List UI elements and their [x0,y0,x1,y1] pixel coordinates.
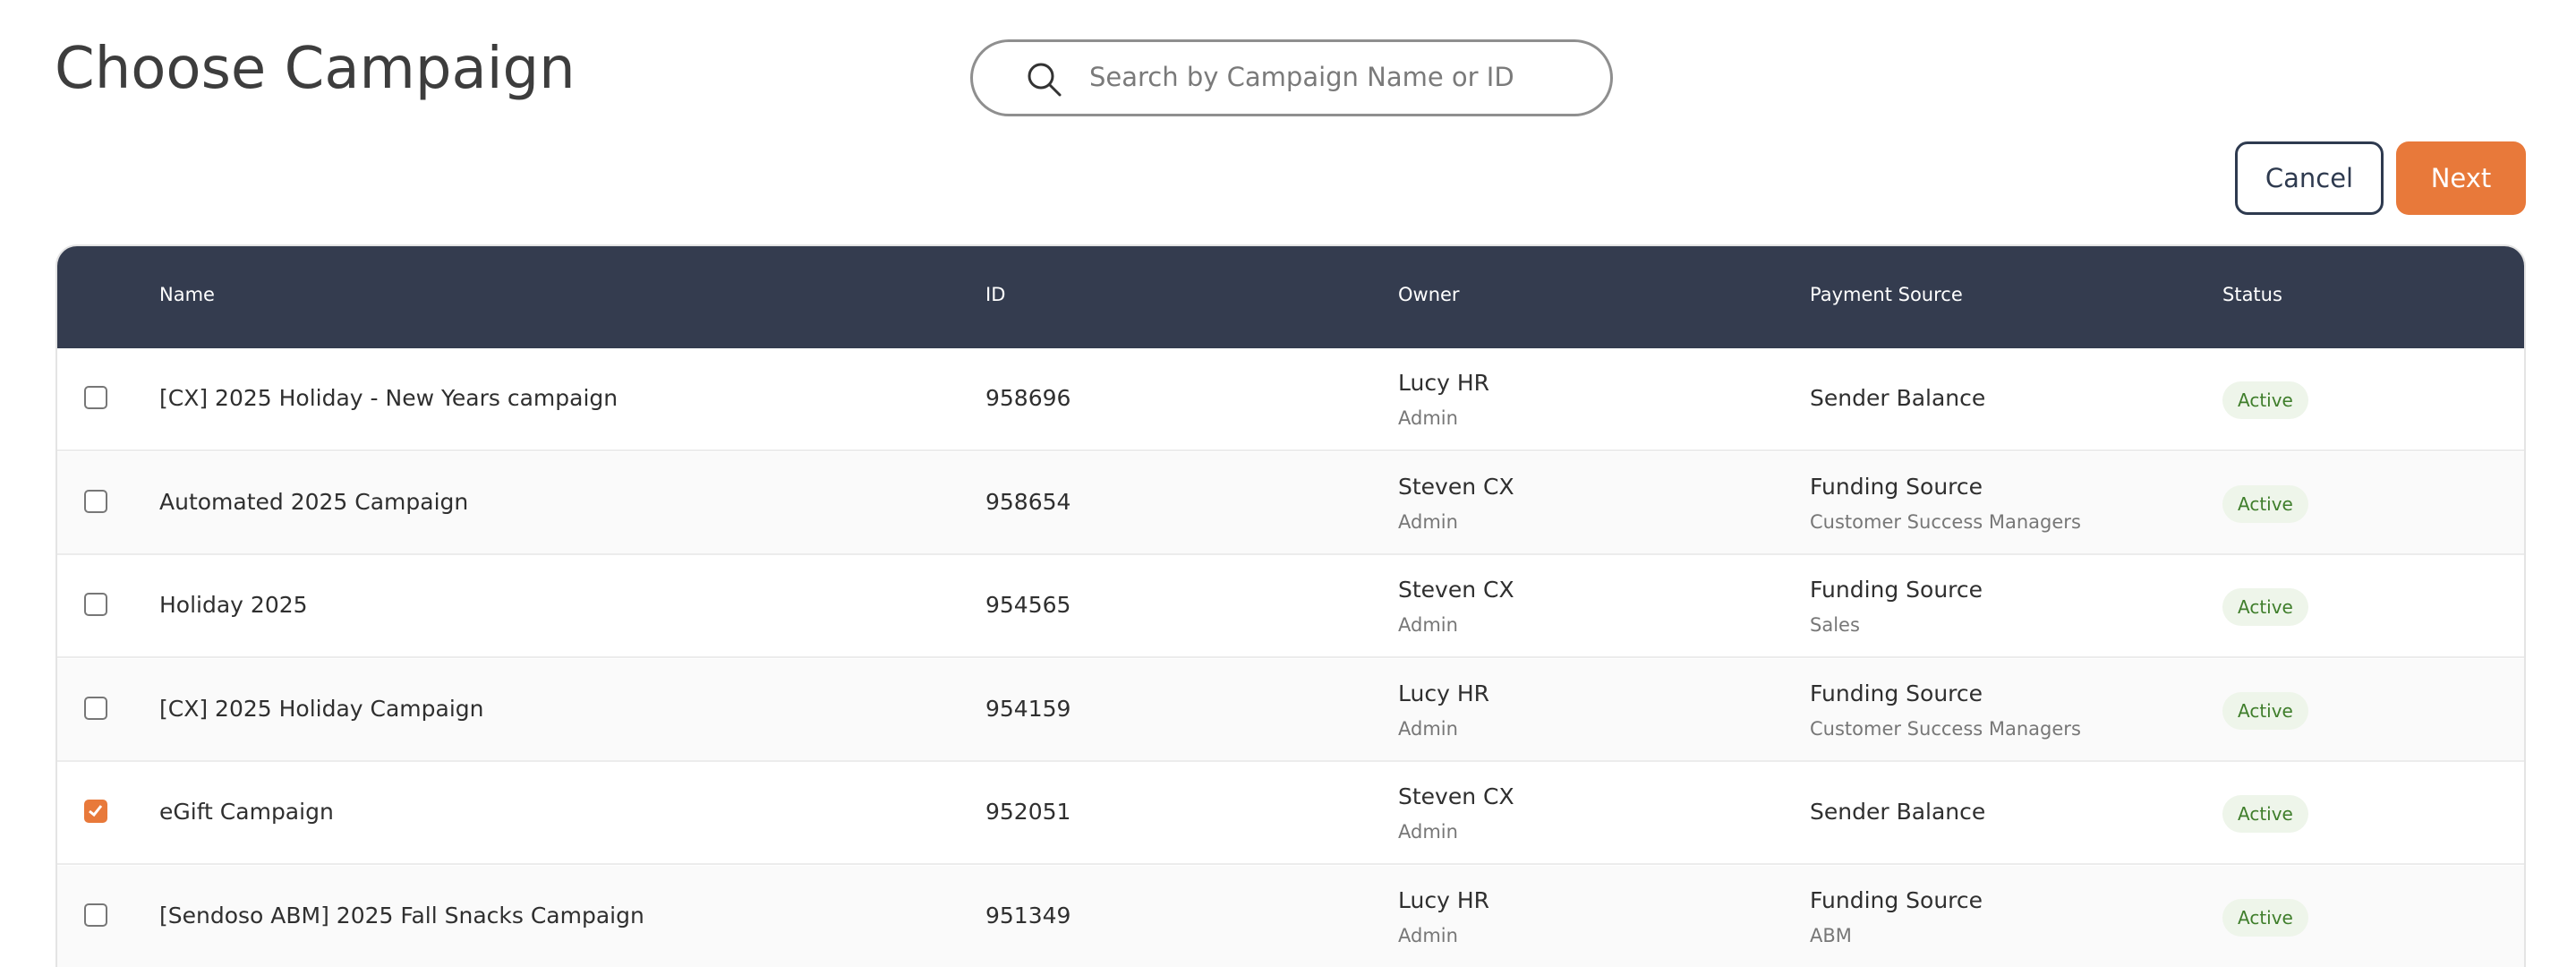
owner-name: Lucy HR [1398,886,1489,913]
campaign-name: eGift Campaign [159,799,334,825]
payment-source: Sender Balance [1810,799,1986,825]
table-row[interactable]: Automated 2025 Campaign 958654 Steven CX Ad… [57,451,2524,555]
row-checkbox[interactable] [84,903,107,927]
search-placeholder: Search by Campaign Name or ID [1089,62,1514,92]
row-checkbox[interactable] [84,593,107,616]
table-row[interactable]: eGift Campaign 952051 Steven CX Admin Sender… [57,762,2524,865]
owner-role: Admin [1398,717,1458,740]
status-badge: Active [2222,795,2308,833]
column-header: Name [159,284,215,305]
payment-detail: Customer Success Managers [1810,510,2081,533]
table-header: Name ID Owner Payment Source Status [57,246,2524,348]
payment-source: Funding Source [1810,886,1983,913]
table-row[interactable]: [CX] 2025 Holiday - New Years campaign 95… [57,348,2524,451]
campaign-id: 958654 [985,488,1071,515]
campaign-id: 958696 [985,385,1071,411]
table-row[interactable]: Holiday 2025 954565 Steven CX Admin Funding … [57,555,2524,658]
campaign-name: Holiday 2025 [159,592,308,618]
campaign-name: [CX] 2025 Holiday - New Years campaign [159,385,618,411]
payment-source: Funding Source [1810,473,1983,500]
column-header: Payment Source [1810,284,1963,305]
campaign-id: 951349 [985,902,1071,928]
status-badge: Active [2222,588,2308,626]
payment-source: Funding Source [1810,577,1983,603]
status-badge: Active [2222,381,2308,419]
search-box[interactable]: Search by Campaign Name or ID [970,39,1613,116]
payment-detail: ABM [1810,924,1852,946]
owner-role: Admin [1398,821,1458,843]
campaign-id: 954565 [985,592,1071,618]
owner-role: Admin [1398,510,1458,533]
column-header: Status [2222,284,2282,305]
campaign-id: 954159 [985,695,1071,722]
cancel-button[interactable]: Cancel [2235,141,2384,215]
check-mark [89,805,103,817]
row-checkbox[interactable] [84,696,107,720]
next-button[interactable]: Next [2396,141,2526,215]
owner-name: Steven CX [1398,577,1514,603]
row-checkbox[interactable] [84,800,107,823]
owner-name: Lucy HR [1398,680,1489,706]
row-checkbox[interactable] [84,386,107,409]
owner-name: Lucy HR [1398,370,1489,396]
owner-name: Steven CX [1398,783,1514,809]
table-row[interactable]: [Sendoso ABM] 2025 Fall Snacks Campaign 9… [57,865,2524,967]
owner-role: Admin [1398,407,1458,429]
owner-role: Admin [1398,924,1458,946]
campaign-name: Automated 2025 Campaign [159,488,469,515]
column-header: Owner [1398,284,1460,305]
payment-detail: Sales [1810,614,1860,636]
row-checkbox[interactable] [84,489,107,513]
campaign-table: Name ID Owner Payment Source Status [CX] 202… [55,244,2526,967]
search-icon [1028,63,1062,97]
owner-role: Admin [1398,614,1458,636]
page-title: Choose Campaign [55,36,576,102]
campaign-id: 952051 [985,799,1071,825]
payment-detail: Customer Success Managers [1810,717,2081,740]
status-badge: Active [2222,691,2308,730]
payment-source: Funding Source [1810,680,1983,706]
status-badge: Active [2222,484,2308,523]
payment-source: Sender Balance [1810,385,1986,411]
column-header: ID [985,284,1006,305]
campaign-name: [Sendoso ABM] 2025 Fall Snacks Campaign [159,902,644,928]
owner-name: Steven CX [1398,473,1514,500]
table-row[interactable]: [CX] 2025 Holiday Campaign 954159 Lucy HR A… [57,658,2524,762]
campaign-name: [CX] 2025 Holiday Campaign [159,695,484,722]
status-badge: Active [2222,898,2308,937]
